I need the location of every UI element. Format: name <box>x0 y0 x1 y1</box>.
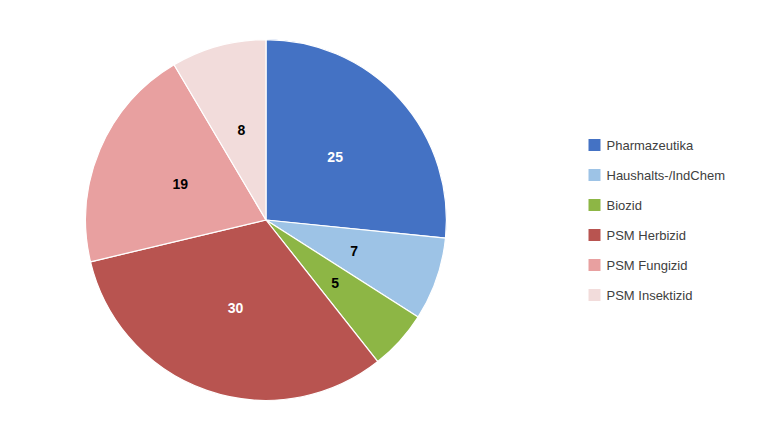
svg-text:8: 8 <box>237 122 245 138</box>
svg-text:25: 25 <box>327 149 343 165</box>
svg-text:Pharmazeutika: Pharmazeutika <box>607 138 694 153</box>
svg-text:7: 7 <box>350 243 358 259</box>
svg-text:19: 19 <box>172 176 188 192</box>
svg-text:Haushalts-/IndChem: Haushalts-/IndChem <box>607 168 726 183</box>
svg-text:30: 30 <box>228 300 244 316</box>
svg-text:PSM Fungizid: PSM Fungizid <box>607 258 688 273</box>
svg-text:5: 5 <box>331 275 339 291</box>
svg-text:Biozid: Biozid <box>607 198 642 213</box>
svg-text:PSM Herbizid: PSM Herbizid <box>607 228 686 243</box>
svg-text:PSM Insektizid: PSM Insektizid <box>607 288 693 303</box>
